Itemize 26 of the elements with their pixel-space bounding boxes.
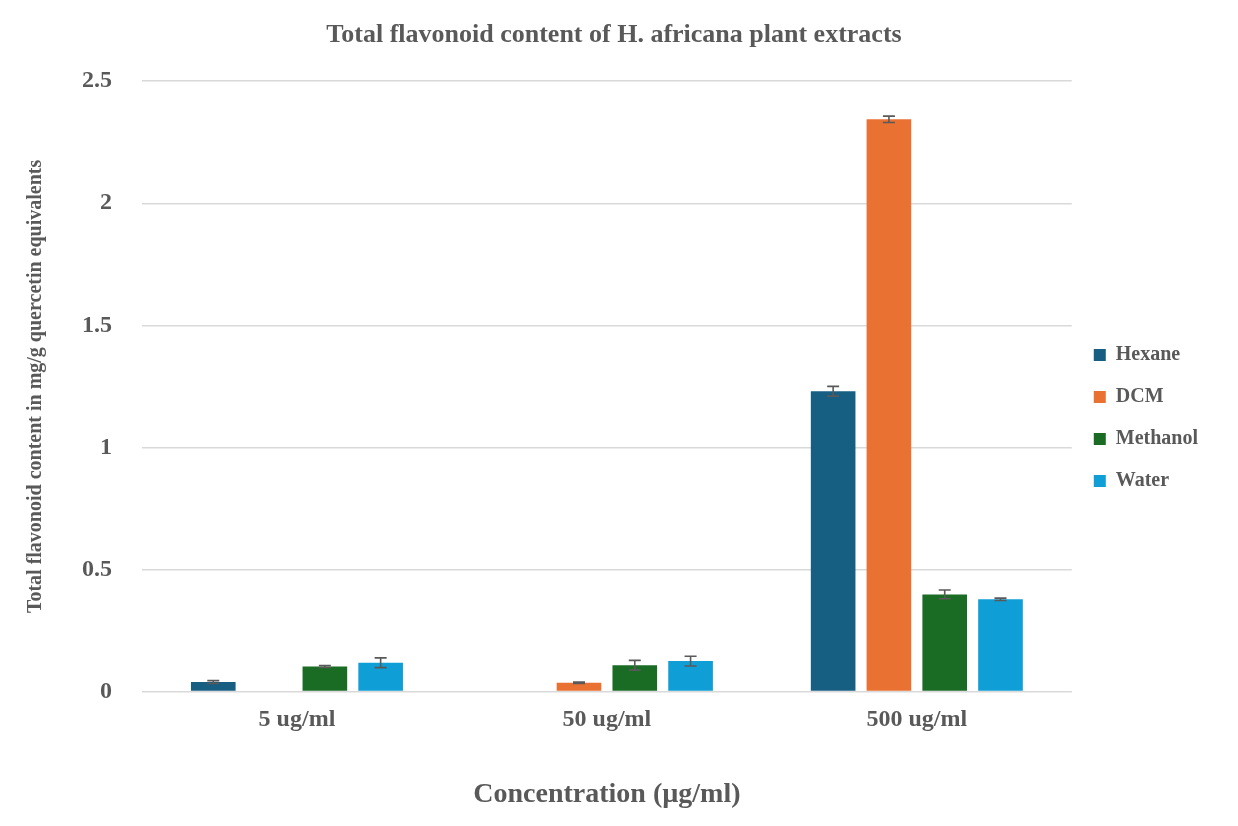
y-tick-label: 0 [100,676,112,703]
legend-label: Methanol [1115,426,1199,449]
bar [810,391,856,691]
y-tick-label: 1.5 [82,310,112,337]
bar [190,682,236,691]
bar [612,665,658,691]
bar [866,119,912,691]
bar [978,599,1023,691]
x-tick-label: 50 ug/ml [562,705,652,732]
legend-label: DCM [1115,384,1164,407]
y-tick-label: 2 [100,188,112,215]
y-tick-label: 0.5 [82,554,112,581]
bar [302,666,348,691]
y-axis-title: Total flavonoid content in mg/g quercetin equivalents [23,159,47,614]
y-tick-label: 1 [100,432,112,459]
x-axis-title: Concentration (µg/ml) [473,777,741,809]
chart-title: Total flavonoid content of H. africana plant extracts [326,19,902,49]
legend-label: Water [1115,468,1170,491]
legend-label: Hexane [1115,342,1181,365]
x-tick-label: 500 ug/ml [866,705,968,732]
bar [358,662,403,691]
bar [556,682,602,691]
bar [668,661,713,691]
y-tick-label: 2.5 [82,66,112,93]
bar [922,594,968,691]
x-tick-label: 5 ug/ml [258,705,336,732]
